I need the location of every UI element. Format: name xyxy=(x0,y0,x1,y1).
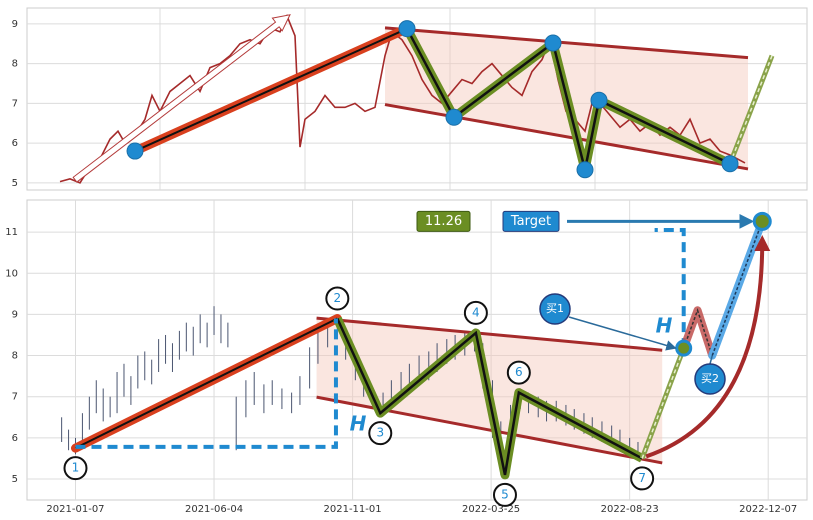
target-box xyxy=(502,210,560,232)
target-core xyxy=(711,221,763,356)
x-tick-label: 2021-11-01 xyxy=(324,504,382,515)
target-value: 11.26 xyxy=(425,214,462,229)
buy-link xyxy=(709,355,713,365)
projection-core xyxy=(641,347,685,459)
pivot-badge xyxy=(368,421,393,446)
pivot-label: 5 xyxy=(501,487,509,501)
y-tick-label: 8 xyxy=(12,59,18,70)
trend-arrow xyxy=(72,14,291,183)
curved-arrow xyxy=(645,234,771,459)
buy-label: 买1 xyxy=(546,302,564,315)
pivot-label: 7 xyxy=(638,471,646,485)
target-dot xyxy=(752,211,772,231)
pivot-badge xyxy=(325,286,350,311)
projection-core xyxy=(729,55,773,165)
x-tick-label: 2021-06-04 xyxy=(185,504,243,515)
pivot-dot xyxy=(721,155,739,173)
height-label: H xyxy=(656,314,673,338)
y-tick-label: 7 xyxy=(12,98,18,109)
pivot-dot xyxy=(398,20,416,38)
y-tick-label: 7 xyxy=(12,392,18,403)
pivot-dot xyxy=(590,91,608,109)
x-tick-label: 2021-01-07 xyxy=(46,504,104,515)
y-tick-label: 10 xyxy=(5,268,18,279)
buy-badge xyxy=(694,363,726,395)
channel-line xyxy=(384,26,749,60)
target-label: Target xyxy=(510,214,551,229)
y-tick-label: 9 xyxy=(12,309,18,320)
x-tick-label: 2022-12-07 xyxy=(739,504,797,515)
pivot-badge xyxy=(63,456,88,481)
y-tick-label: 5 xyxy=(12,178,18,189)
pivot-badge xyxy=(506,360,531,385)
y-tick-label: 8 xyxy=(12,351,18,362)
x-tick-label: 2022-03-25 xyxy=(462,504,520,515)
channel-line xyxy=(316,316,663,352)
pivot-label: 3 xyxy=(376,426,384,440)
y-tick-label: 6 xyxy=(12,138,18,149)
pivot-badge xyxy=(630,466,655,491)
buy-arrow xyxy=(568,316,677,351)
pivot-dot xyxy=(126,142,144,160)
pattern-core xyxy=(336,318,643,476)
y-tick-label: 5 xyxy=(12,474,18,485)
target-value-box xyxy=(416,210,471,232)
height-label: H xyxy=(350,412,367,436)
x-tick-label: 2022-08-23 xyxy=(601,504,659,515)
trend-core xyxy=(75,317,338,450)
pullback-core xyxy=(682,307,713,356)
buy-point xyxy=(675,339,693,357)
buy-label: 买2 xyxy=(701,372,719,385)
pivot-dot xyxy=(576,161,594,179)
y-tick-label: 11 xyxy=(5,227,18,238)
measure-dashed xyxy=(654,228,686,349)
buy-badge xyxy=(539,293,571,325)
y-tick-label: 9 xyxy=(12,19,18,30)
base-dashed xyxy=(75,318,338,449)
pivot-label: 2 xyxy=(334,291,342,305)
y-tick-label: 6 xyxy=(12,433,18,444)
pivot-dot xyxy=(544,34,562,52)
pattern-core xyxy=(405,28,731,171)
pivot-label: 1 xyxy=(72,461,80,475)
pivot-dot xyxy=(445,108,463,126)
pivot-badge xyxy=(492,482,517,507)
trend-core xyxy=(134,27,408,152)
pivot-label: 6 xyxy=(515,365,523,379)
pivot-label: 4 xyxy=(472,305,480,319)
channel-line xyxy=(384,103,749,171)
pivot-badge xyxy=(463,300,488,325)
